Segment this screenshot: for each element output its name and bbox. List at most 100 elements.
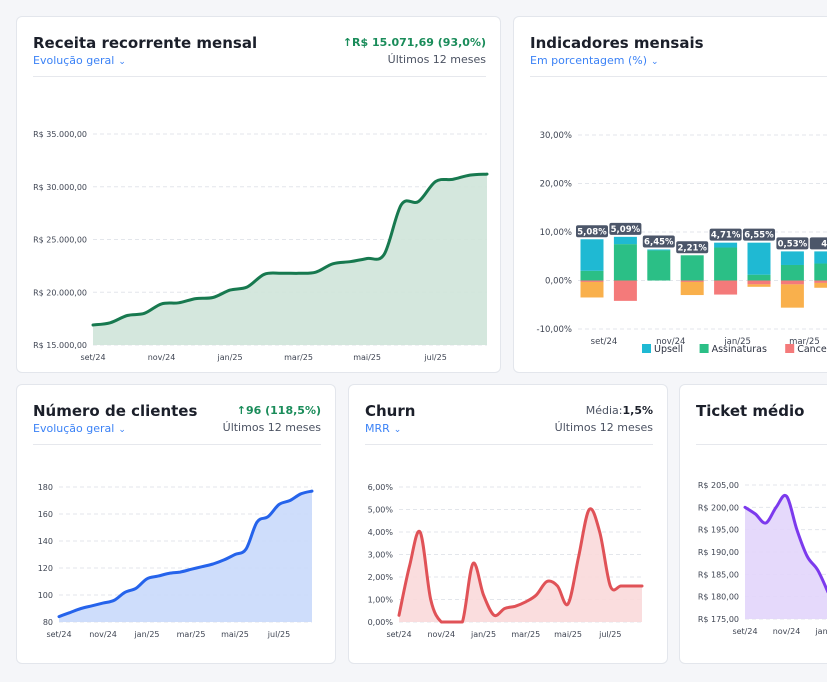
mrr-period: Últimos 12 meses: [387, 53, 486, 66]
x-tick-label: jul/25: [598, 630, 621, 639]
assinaturas-segment[interactable]: [780, 264, 804, 281]
indicadores-title: Indicadores mensais: [530, 34, 704, 52]
x-tick-label: mai/25: [554, 630, 582, 639]
indicadores-unit-dropdown[interactable]: Em porcentagem (%) ⌄: [530, 54, 659, 67]
mrr-delta: ↑R$ 15.071,69 (93,0%): [342, 36, 486, 49]
x-tick-label: set/24: [732, 627, 757, 636]
upsell-segment[interactable]: [580, 239, 604, 271]
churn-period: Últimos 12 meses: [554, 421, 653, 434]
downgrade-segment[interactable]: [747, 284, 771, 287]
mrr-view-label: Evolução geral: [33, 54, 115, 67]
upsell-segment[interactable]: [714, 242, 738, 248]
assinaturas-segment[interactable]: [647, 250, 671, 281]
bar-value-label: 5,08%: [577, 227, 607, 237]
y-tick-label: 10,00%: [540, 228, 572, 238]
churn-average-label: Média:: [585, 404, 623, 417]
y-tick-label: 180: [38, 483, 53, 492]
y-tick-label: 100: [38, 591, 53, 600]
y-tick-label: 4,00%: [368, 528, 394, 537]
clientes-view-label: Evolução geral: [33, 422, 115, 435]
cancelamentos-segment[interactable]: [714, 280, 738, 295]
assinaturas-segment[interactable]: [580, 270, 604, 281]
area-fill: [399, 508, 642, 622]
x-tick-label: mar/25: [789, 337, 820, 347]
upsell-segment[interactable]: [613, 236, 637, 245]
legend-item[interactable]: Assinaturas: [699, 344, 767, 355]
y-tick-label: 20,00%: [540, 180, 572, 190]
bar-value-label: 5,09%: [611, 225, 641, 235]
assinaturas-segment[interactable]: [680, 255, 704, 281]
x-tick-label: set/24: [591, 337, 618, 347]
y-tick-label: R$ 175,00: [698, 615, 739, 624]
churn-metric-dropdown[interactable]: MRR ⌄: [365, 422, 401, 435]
assinaturas-segment[interactable]: [747, 274, 771, 281]
x-tick-label: set/24: [386, 630, 411, 639]
downgrade-segment[interactable]: [780, 284, 804, 308]
upsell-segment[interactable]: [747, 242, 771, 275]
cancelamentos-segment[interactable]: [780, 280, 804, 285]
x-tick-label: jan/25: [470, 630, 496, 639]
churn-card: Churn MRR ⌄ Média:1,5% Últimos 12 meses 0…: [348, 384, 668, 664]
clientes-chart: 80 100 120 140 160 180 set/24 nov/24 jan/25 mar/2…: [38, 483, 314, 639]
y-tick-label: 5,00%: [368, 506, 394, 515]
upsell-segment[interactable]: [780, 251, 804, 265]
churn-title: Churn: [365, 402, 416, 420]
bar-value-label: 4,71%: [711, 231, 741, 241]
assinaturas-segment[interactable]: [814, 263, 827, 281]
chevron-down-icon: ⌄: [118, 57, 126, 67]
assinaturas-segment[interactable]: [613, 244, 637, 281]
cancelamentos-segment[interactable]: [580, 280, 604, 282]
cancelamentos-segment[interactable]: [613, 280, 637, 301]
mrr-chart: R$ 15.000,00 R$ 20.000,00 R$ 25.000,00 R$ 3…: [33, 130, 489, 362]
y-tick-label: R$ 205,00: [698, 481, 739, 490]
x-tick-label: jul/25: [267, 630, 290, 639]
clientes-view-dropdown[interactable]: Evolução geral ⌄: [33, 422, 126, 435]
y-tick-label: 2,00%: [368, 573, 394, 582]
bar-value-label: 6,45%: [644, 237, 674, 247]
x-tick-label: jan/25: [814, 627, 827, 636]
divider: [33, 76, 486, 77]
clientes-card: Número de clientes Evolução geral ⌄ ↑96 (…: [16, 384, 336, 664]
cancelamentos-segment[interactable]: [680, 280, 704, 282]
legend-label: Assinaturas: [712, 344, 767, 355]
y-tick-label: R$ 35.000,00: [33, 130, 87, 139]
mrr-view-dropdown[interactable]: Evolução geral ⌄: [33, 54, 126, 67]
bar-value-label: 0,53%: [778, 239, 808, 249]
y-tick-label: R$ 190,00: [698, 548, 739, 557]
series-line: [397, 507, 644, 624]
cancelamentos-segment[interactable]: [814, 280, 827, 283]
y-tick-label: 0,00%: [545, 277, 572, 287]
x-tick-label: jan/25: [133, 630, 159, 639]
cancelamentos-segment[interactable]: [747, 280, 771, 285]
y-tick-label: R$ 180,00: [698, 593, 739, 602]
bar-value-badge: [642, 235, 675, 248]
legend-item[interactable]: Cancelamento: [785, 344, 827, 355]
churn-chart: 0,00% 1,00% 2,00% 3,00% 4,00% 5,00% 6,00% set/2…: [368, 483, 644, 639]
x-tick-label: mar/25: [511, 630, 540, 639]
legend-label: Upsell: [654, 344, 683, 355]
bar-value-badge: [709, 228, 742, 241]
bar-value-badge: [676, 241, 709, 254]
downgrade-segment[interactable]: [814, 282, 827, 288]
x-tick-label: set/24: [46, 630, 71, 639]
assinaturas-segment[interactable]: [714, 247, 738, 281]
upsell-segment[interactable]: [647, 249, 671, 251]
bar-value-badge: [743, 228, 775, 241]
x-tick-label: set/24: [80, 353, 105, 362]
x-tick-label: jan/25: [217, 353, 243, 362]
y-tick-label: 6,00%: [368, 483, 394, 492]
y-tick-label: 140: [38, 537, 53, 546]
x-tick-label: mai/25: [353, 353, 381, 362]
indicadores-chart: -10,00% 0,00% 10,00% 20,00% 30,00% 5,08% 5,09%…: [537, 131, 827, 355]
y-tick-label: R$ 20.000,00: [33, 288, 87, 297]
y-tick-label: R$ 200,00: [698, 503, 739, 512]
y-tick-label: 30,00%: [540, 131, 572, 141]
upsell-segment[interactable]: [814, 251, 827, 264]
bar-value-badge: [576, 225, 608, 238]
indicadores-unit-label: Em porcentagem (%): [530, 54, 647, 67]
downgrade-segment[interactable]: [680, 281, 704, 296]
x-tick-label: mai/25: [221, 630, 249, 639]
downgrade-segment[interactable]: [580, 281, 604, 298]
legend-item[interactable]: Upsell: [642, 344, 683, 355]
y-tick-label: 0,00%: [368, 618, 394, 627]
